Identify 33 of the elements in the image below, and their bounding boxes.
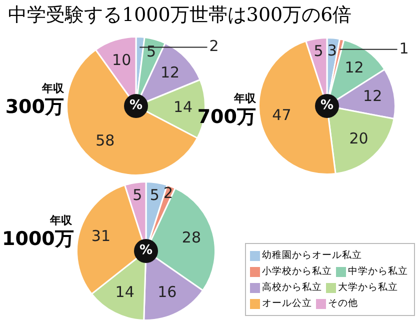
text: 年収 [40,82,64,96]
legend-label: 高校から私立 [262,281,322,294]
legend-label: 大学から私立 [338,281,398,294]
data-label: 14 [173,98,193,116]
text: 700万 [196,106,256,128]
data-label: 12 [344,58,364,76]
data-label: 14 [115,282,134,301]
data-label: 16 [158,282,177,301]
data-label: 5 [150,186,160,204]
text: 300万 [4,96,64,118]
text: 年収 [48,214,72,228]
legend-label: 中学から私立 [348,265,408,278]
data-label: 1 [399,39,409,58]
legend-label: オール公立 [262,297,312,310]
legend-label: 幼稚園からオール私立 [262,249,362,262]
text: 年収 [232,92,256,106]
data-label: 10 [112,51,132,70]
data-label: 12 [160,63,180,82]
data-label: 28 [182,228,201,247]
data-label: 5 [314,42,324,60]
legend-label: 小学校から私立 [262,265,332,278]
data-label: 2 [209,37,219,56]
chart-title: 中学受験する1000万世帯は300万の6倍 [8,3,352,28]
data-label: 47 [272,106,292,124]
data-label: 58 [96,131,115,150]
data-label: 12 [363,87,382,106]
text: 1000万 [2,228,74,250]
data-label: 31 [91,227,110,246]
data-label: 3 [327,42,337,60]
data-label: 5 [132,186,142,204]
data-label: 20 [349,130,368,148]
data-label: 5 [146,42,156,61]
legend-label: その他 [328,297,358,310]
